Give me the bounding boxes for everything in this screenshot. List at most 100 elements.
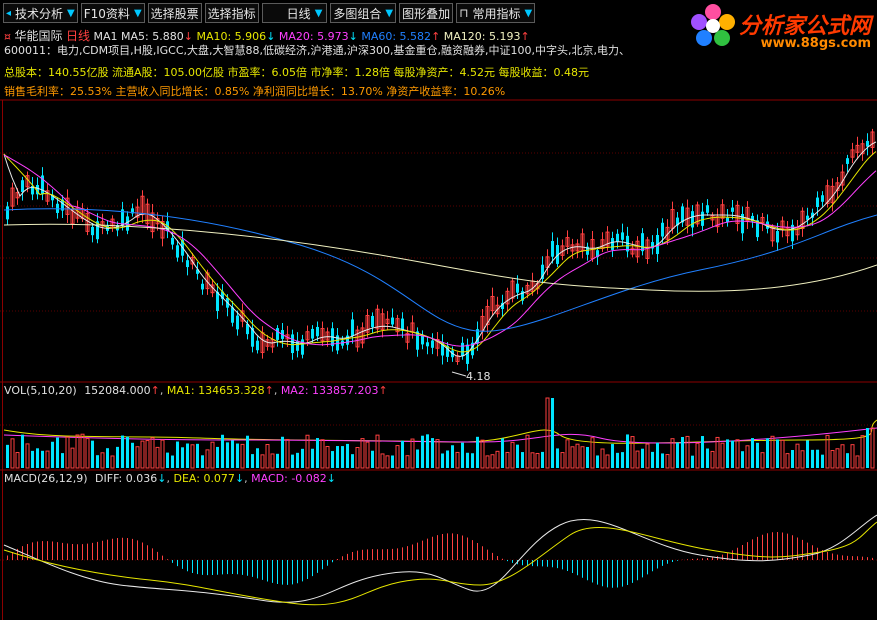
volume-bar (616, 452, 619, 468)
candle-body (296, 340, 299, 351)
stock-name: 华能国际 (14, 29, 63, 43)
volume-bar (236, 443, 239, 468)
volume-bar (201, 455, 204, 468)
stock-tags: 600011：电力,CDM项目,H股,IGCC,大盘,大智慧88,低碳经济,沪港… (4, 44, 630, 57)
volume-bar (485, 455, 490, 469)
tab-f10-info[interactable]: F10资料 ▼ (80, 3, 145, 23)
candle-body (560, 245, 565, 256)
volume-bar (701, 436, 704, 468)
candle-body (525, 284, 530, 295)
volume-bar (860, 435, 865, 469)
volume-bar (695, 442, 700, 469)
volume-bar (551, 398, 554, 468)
macd-label: MACD(26,12,9) (4, 472, 88, 485)
candle-body (75, 207, 80, 219)
select-indicator-button[interactable]: 选择指标 (204, 3, 259, 23)
volume-bar (56, 437, 59, 468)
volume-bar (346, 443, 349, 468)
volume-bar (145, 440, 150, 469)
candle-body (626, 235, 629, 252)
multi-chart-dropdown[interactable]: 多图组合 ▼ (330, 3, 397, 23)
candle-body (401, 318, 404, 331)
candle-body (140, 195, 145, 216)
candle-body (551, 241, 554, 257)
candle-body (171, 237, 174, 245)
tab-label: 选择指标 (207, 6, 256, 21)
volume-bar (676, 442, 679, 468)
dea-line (3, 521, 877, 606)
candle-body (726, 217, 729, 223)
volume-bar (150, 437, 155, 469)
volume-bar (416, 449, 419, 468)
candle-body (596, 250, 599, 258)
period-daily-dropdown[interactable]: 日线 ▼ (261, 3, 328, 23)
candle-body (480, 315, 485, 332)
volume-bar (835, 448, 840, 469)
candle-body (135, 206, 140, 218)
volume-bar (375, 434, 380, 469)
volume-ma2-line (3, 427, 877, 444)
volume-bar (391, 455, 394, 468)
volume-bar (641, 448, 644, 468)
ma-legend: ¤ 华能国际 日线 MA1 MA5: 5.880↓ MA10: 5.906↓ M… (4, 27, 530, 44)
up-arrow-icon: ↑ (264, 384, 274, 397)
candle-body (351, 319, 354, 337)
candle-body (676, 217, 679, 226)
candle-body (416, 331, 419, 350)
candle-body (505, 290, 510, 305)
volume-bar (586, 446, 589, 468)
up-arrow-icon: ↑ (378, 384, 388, 397)
candle-body (785, 227, 790, 237)
candle-body (421, 334, 424, 345)
volume-bar (830, 450, 835, 469)
ma60-value: MA60: 5.582 (361, 30, 432, 43)
volume-bar (451, 445, 454, 468)
overlay-chart-button[interactable]: 图形叠加 (399, 3, 454, 23)
volume-bar (231, 440, 234, 468)
common-indicators-dropdown[interactable]: ⊓ 常用指标 ▼ (456, 3, 536, 23)
candle-body (751, 215, 754, 222)
tab-technical-analysis[interactable]: ◂ 技术分析 ▼ (3, 3, 78, 23)
candle-body (270, 338, 275, 348)
candle-body (501, 302, 504, 310)
candle-body (766, 221, 769, 229)
candle-body (635, 240, 640, 258)
volume-bar (541, 451, 544, 468)
candle-body (641, 233, 644, 252)
candle-body (96, 221, 99, 240)
candle-body (6, 206, 9, 220)
volume-bar (575, 443, 580, 469)
volume-bar (320, 439, 325, 469)
candle-body (586, 246, 589, 255)
candle-body (260, 332, 265, 353)
volume-bar (791, 450, 794, 468)
select-stock-button[interactable]: 选择股票 (147, 3, 202, 23)
candle-body (410, 322, 415, 333)
candle-body (600, 239, 605, 249)
candle-body (811, 212, 814, 218)
fundamentals-line: 总股本：140.55亿股 流通A股：105.00亿股 市盈率：6.05倍 市净率… (4, 66, 589, 79)
macd-histogram (7, 532, 873, 588)
candle-body (731, 207, 734, 212)
volume-bar (570, 446, 575, 469)
volume-bar (720, 442, 725, 469)
candle-body (320, 328, 325, 342)
candle-body (391, 317, 394, 325)
down-arrow-icon: ↓ (234, 472, 245, 485)
close-icon[interactable]: ¤ (4, 30, 11, 43)
candle-body (276, 328, 279, 340)
candle-body (25, 175, 30, 188)
chevron-down-icon: ▼ (385, 7, 394, 19)
volume-bar (811, 449, 814, 468)
candle-body (301, 339, 304, 355)
candle-body (835, 182, 840, 191)
volume-bar (15, 452, 20, 469)
candle-body (325, 331, 330, 341)
volume-bar (246, 435, 249, 468)
volume-bar (190, 444, 195, 469)
volume-bar (806, 440, 809, 468)
candle-body (110, 218, 115, 229)
candle-body (226, 298, 229, 308)
candle-body (186, 260, 189, 268)
candle-body (131, 208, 134, 214)
